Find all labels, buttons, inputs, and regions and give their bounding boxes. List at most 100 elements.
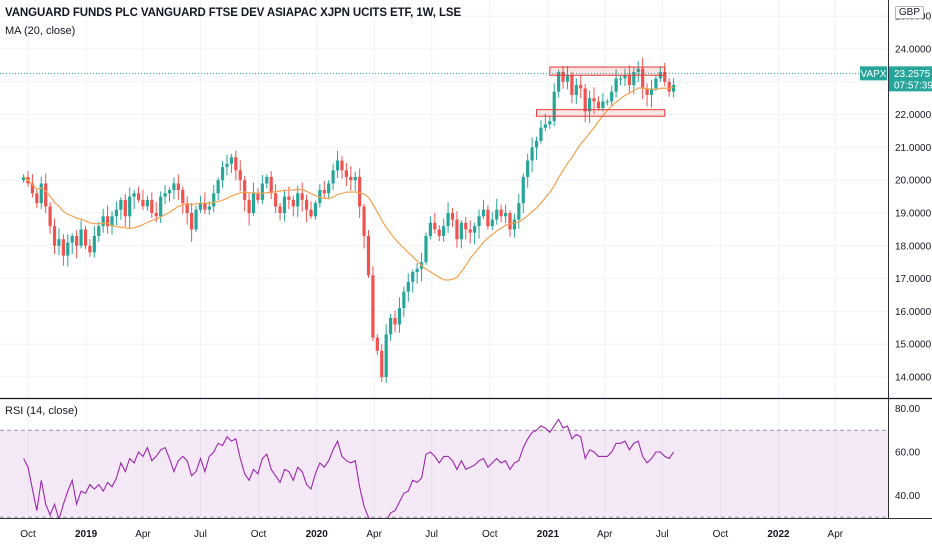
rsi-panel [0, 418, 888, 518]
candle-body [176, 183, 180, 191]
candle [349, 166, 353, 191]
candle-body [477, 216, 481, 227]
candle [468, 220, 472, 244]
currency-badge[interactable]: GBP [894, 6, 924, 19]
candle-body [331, 170, 335, 184]
candle [176, 174, 180, 201]
rsi-indicator-label[interactable]: RSI (14, close) [5, 405, 78, 417]
candle-body [561, 71, 565, 82]
candle-body [167, 190, 172, 194]
candle [649, 79, 654, 108]
price-tag-value: 23.2575 [894, 69, 931, 80]
candle-body [198, 203, 203, 210]
candle-body [159, 196, 163, 217]
candle [411, 269, 415, 293]
candle-body [499, 209, 503, 217]
candle-body [428, 222, 432, 236]
price-tick-label: 21.0000 [895, 143, 932, 154]
candle [136, 186, 141, 203]
candle [645, 83, 649, 107]
candle-body [437, 229, 441, 236]
candle [83, 225, 88, 250]
candle-body [282, 196, 287, 213]
time-tick-label: Jul [425, 529, 438, 540]
candle [433, 212, 437, 234]
candle [539, 120, 543, 144]
candle-body [234, 157, 238, 171]
candle-body [304, 199, 309, 210]
candle [353, 171, 357, 192]
time-tick-label: 2021 [537, 529, 560, 540]
candle-body [48, 206, 52, 227]
candle [552, 83, 556, 127]
candle-body [397, 308, 402, 325]
candle [243, 175, 247, 212]
candle-series [21, 57, 676, 383]
candle [627, 65, 631, 94]
candle-body [349, 176, 353, 181]
candle [300, 182, 304, 212]
time-tick-label: Oct [482, 529, 498, 540]
candle [322, 180, 326, 199]
candle-body [495, 209, 499, 220]
candle-body [128, 196, 132, 217]
candle [128, 187, 132, 228]
candle [526, 153, 530, 188]
candle [486, 205, 490, 230]
candle [216, 177, 220, 201]
candle [428, 216, 432, 240]
symbol-tag[interactable]: VAPX [860, 66, 887, 81]
rsi-line [23, 418, 675, 518]
symbol-tag-text: VAPX [861, 69, 887, 80]
candle [159, 191, 163, 224]
candle-body [70, 235, 74, 243]
candle-body [534, 140, 539, 148]
candle [114, 201, 119, 226]
candle-body [627, 75, 631, 86]
candle [459, 220, 463, 249]
candle-body [256, 193, 260, 200]
candle-body [592, 98, 596, 102]
candle [512, 213, 517, 238]
ma-indicator-label[interactable]: MA (20, close) [5, 25, 76, 37]
price-tick-label: 19.0000 [895, 209, 932, 220]
candle-body [136, 193, 141, 200]
candle-body [508, 213, 512, 230]
candle [181, 186, 185, 214]
candle [172, 177, 176, 200]
grid [0, 0, 888, 518]
candle-body [145, 199, 149, 207]
annotation-rectangle[interactable] [549, 66, 666, 76]
chart-title: VANGUARD FUNDS PLC VANGUARD FTSE DEV ASI… [5, 7, 462, 19]
candle [198, 195, 203, 214]
candle-body [291, 199, 295, 207]
candle [406, 273, 410, 302]
candle-body [583, 88, 587, 112]
candle [278, 202, 282, 221]
candle-body [645, 88, 649, 95]
candle-body [557, 71, 561, 92]
candle [641, 57, 645, 100]
time-tick-label: Oct [713, 529, 729, 540]
candle-body [163, 193, 167, 197]
candle-body [79, 229, 83, 246]
candle-body [526, 160, 530, 177]
candle [318, 184, 322, 208]
candle [446, 202, 450, 233]
candle-body [371, 275, 375, 338]
candle-body [44, 183, 48, 207]
candle [362, 203, 366, 249]
price-tick-label: 14.0000 [895, 373, 932, 384]
candle [304, 194, 309, 223]
candle [667, 78, 671, 97]
candle-body [92, 235, 96, 253]
candle-body [287, 196, 291, 200]
candle-body [172, 183, 176, 191]
annotation-rectangle[interactable] [536, 109, 666, 117]
candle-body [468, 229, 472, 233]
candle-body [375, 337, 379, 351]
candle [331, 163, 335, 191]
candle [601, 93, 605, 112]
candle-body [313, 203, 318, 217]
